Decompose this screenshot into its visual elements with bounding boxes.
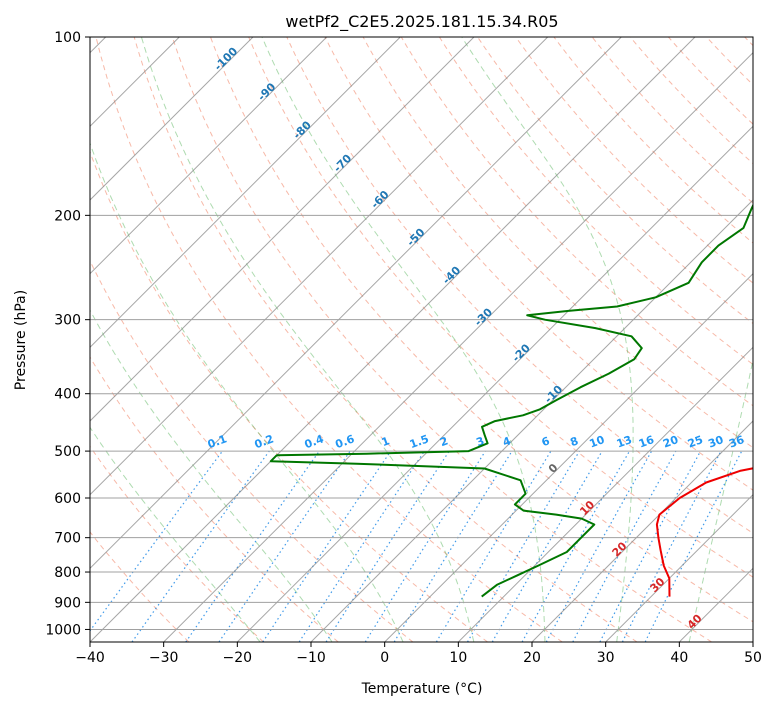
- y-tick-label: 900: [54, 595, 81, 611]
- chart-title: wetPf2_C2E5.2025.181.15.34.R05: [285, 12, 558, 32]
- mixing-ratio-line: [491, 450, 603, 642]
- mixing-ratio-label: 0.4: [303, 432, 326, 451]
- y-tick-label: 500: [54, 444, 81, 460]
- mixing-ratio-label: 30: [706, 433, 725, 451]
- mixing-ratio-label: 1.5: [408, 432, 431, 451]
- mixing-ratio-line: [298, 450, 425, 642]
- isotherm-line: [90, 37, 254, 201]
- x-tick-label: 20: [523, 650, 541, 666]
- dry-adiabat-line: [95, 37, 563, 642]
- dry-adiabat-line: [133, 37, 638, 642]
- dry-adiabat-line: [248, 37, 753, 578]
- profile-series: [269, 203, 753, 598]
- x-tick-label: −20: [223, 650, 253, 666]
- mixing-ratio-line: [521, 450, 631, 642]
- mixing-ratio-line: [393, 450, 513, 642]
- mixing-ratio-label: 8: [568, 434, 580, 449]
- y-tick-label: 300: [54, 313, 81, 329]
- x-axis-label: Temperature (°C): [361, 681, 483, 697]
- mixing-ratio-label: 1: [380, 434, 392, 449]
- dry-adiabat-line: [438, 37, 753, 366]
- temperature-profile-line: [655, 467, 753, 597]
- mixing-ratio-line: [435, 450, 552, 642]
- dewpoint-profile-line: [269, 203, 753, 598]
- dry-adiabat-line: [286, 37, 753, 534]
- mixing-ratio-line: [364, 450, 486, 642]
- dry-adiabat-line: [210, 37, 753, 623]
- isobar-gridlines: [90, 37, 753, 630]
- y-tick-label: 600: [54, 491, 81, 507]
- mixing-ratio-label: 0.1: [206, 432, 229, 451]
- mixing-ratio-label: 36: [727, 433, 746, 451]
- x-tick-label: 10: [449, 650, 467, 666]
- mixing-ratio-label: 4: [501, 434, 513, 449]
- moist-adiabat-line: [90, 426, 261, 642]
- mixing-ratio-label: 6: [540, 434, 552, 449]
- mixing-ratio-line: [131, 450, 270, 642]
- isotherm-line: [605, 493, 753, 642]
- moist-adiabat-line: [90, 309, 333, 642]
- x-axis: −40 −30 −20 −10 0 10 20 30 40 50: [75, 642, 762, 666]
- moist-adiabat-line: [90, 141, 404, 642]
- mixing-ratio-label: 0.2: [253, 432, 276, 451]
- mixing-ratio-label: 20: [661, 433, 680, 451]
- isotherm-line: [90, 37, 622, 570]
- mixing-ratio-label: 2: [438, 434, 450, 449]
- mixing-ratio-line: [572, 450, 677, 642]
- x-tick-label: 0: [380, 650, 389, 666]
- mixing-ratio-label: 0.6: [334, 432, 357, 451]
- y-tick-label: 700: [54, 531, 81, 547]
- dry-adiabat-line: [90, 356, 339, 642]
- x-tick-label: −30: [149, 650, 179, 666]
- isotherm-line: [90, 37, 328, 275]
- x-tick-label: 30: [597, 650, 615, 666]
- moist-adiabat-line: [261, 37, 546, 642]
- mixing-ratio-label: 10: [588, 433, 607, 451]
- y-axis: 100 200 300 400 500 600 700 800 900 1000: [45, 30, 90, 638]
- isotherm-line: [384, 272, 753, 642]
- x-tick-label: 50: [744, 650, 762, 666]
- dry-adiabat-line: [400, 37, 753, 407]
- isotherm-line: [90, 37, 549, 496]
- mixing-ratio-line: [90, 450, 223, 632]
- mixing-ratio-label: 13: [615, 433, 634, 450]
- x-tick-label: −10: [296, 650, 326, 666]
- y-axis-label: Pressure (hPa): [13, 290, 29, 390]
- y-tick-label: 200: [54, 208, 81, 224]
- isotherm-line: [90, 37, 401, 349]
- moist-adiabat-line: [461, 37, 634, 642]
- isotherm-line: [310, 199, 753, 642]
- dry-adiabat-line: [324, 37, 753, 491]
- y-tick-label: 400: [54, 387, 81, 403]
- moist-adiabats: [90, 37, 753, 642]
- isotherm-line: [457, 346, 753, 642]
- isotherm-line: [90, 37, 475, 422]
- moist-adiabat-line: [688, 357, 753, 642]
- isotherm-line: [236, 125, 753, 642]
- isotherms: [90, 37, 753, 642]
- y-tick-label: 1000: [45, 622, 81, 638]
- y-tick-label: 100: [54, 30, 81, 46]
- dry-adiabat-line: [90, 259, 414, 642]
- plot-frame: [89, 36, 754, 643]
- mixing-ratio-label: 3: [474, 434, 486, 449]
- x-tick-label: 40: [670, 650, 688, 666]
- isotherm-line: [163, 51, 753, 642]
- moist-adiabat-line: [141, 37, 475, 642]
- mixing-ratio-lines: [90, 450, 743, 642]
- dry-adiabat-line: [90, 531, 190, 642]
- mixing-ratio-line: [185, 450, 320, 642]
- isotherm-line: [531, 420, 753, 642]
- isotherm-line: [90, 37, 696, 642]
- mixing-ratio-label: 25: [686, 433, 705, 450]
- mixing-ratio-line: [466, 450, 580, 642]
- mixing-ratio-label: 16: [637, 433, 656, 451]
- y-tick-label: 800: [54, 565, 81, 581]
- mixing-ratio-line: [325, 450, 450, 642]
- x-tick-label: −40: [75, 650, 105, 666]
